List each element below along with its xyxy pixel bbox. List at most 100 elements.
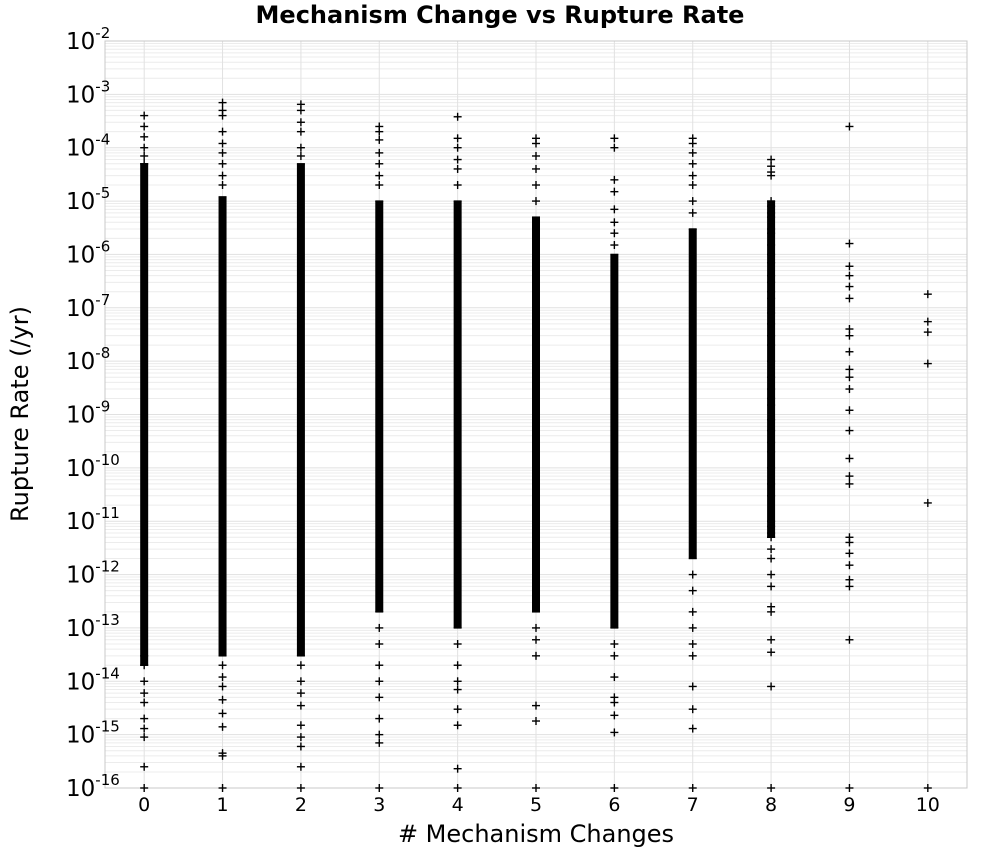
x-tick-label: 4 [452, 794, 464, 816]
data-point [610, 673, 619, 682]
data-point [453, 181, 462, 190]
x-tick-label: 9 [843, 794, 855, 816]
data-point [767, 648, 776, 657]
data-point [218, 722, 227, 731]
data-point [845, 262, 854, 271]
data-point [296, 661, 305, 670]
data-point [453, 639, 462, 648]
data-point [218, 171, 227, 180]
data-point [767, 415, 776, 424]
data-point [845, 549, 854, 558]
data-point [845, 331, 854, 340]
data-point [140, 159, 149, 168]
data-point [453, 155, 462, 164]
data-point [688, 639, 697, 648]
y-tick-label: 10-6 [66, 237, 110, 268]
data-point [218, 673, 227, 682]
data-point [767, 357, 776, 366]
x-tick-label: 0 [138, 794, 150, 816]
data-point [532, 701, 540, 710]
data-point [688, 208, 697, 217]
data-point [767, 607, 776, 616]
y-tick-label: 10-14 [66, 664, 120, 695]
data-point [688, 171, 697, 180]
data-point [375, 693, 384, 702]
data-marks [140, 98, 932, 792]
y-tick-label: 10-10 [66, 451, 120, 482]
data-point [923, 328, 932, 337]
data-point [140, 122, 149, 131]
data-point [532, 623, 540, 632]
data-point [296, 784, 305, 792]
x-tick-label: 7 [687, 794, 699, 816]
data-point [688, 159, 697, 168]
data-point [845, 282, 854, 291]
data-point [610, 218, 619, 227]
data-point [845, 561, 854, 570]
x-tick-label: 3 [373, 794, 385, 816]
data-point [532, 651, 540, 660]
data-point [845, 538, 854, 547]
data-point [610, 639, 619, 648]
data-point [767, 229, 776, 238]
data-point [140, 677, 149, 686]
data-point [610, 175, 619, 184]
y-tick-label: 10-15 [66, 718, 120, 749]
data-point [375, 171, 384, 180]
data-point [218, 682, 227, 691]
data-point [767, 171, 776, 180]
data-point [375, 181, 384, 190]
data-point [532, 139, 540, 148]
dense-point-band [688, 228, 697, 560]
data-point [296, 677, 305, 686]
data-point [767, 491, 776, 500]
data-point [140, 698, 149, 707]
data-point [767, 582, 776, 591]
data-point [453, 705, 462, 714]
data-point [688, 623, 697, 632]
data-point [767, 545, 776, 554]
data-point [218, 159, 227, 168]
dense-point-band [140, 163, 149, 666]
dense-point-band [296, 163, 305, 657]
data-point [610, 784, 619, 792]
data-point [218, 98, 227, 107]
data-point [767, 635, 776, 644]
data-point [375, 730, 384, 739]
y-tick-label: 10-4 [66, 131, 110, 162]
y-tick-label: 10-3 [66, 77, 110, 108]
data-point [375, 127, 384, 136]
dense-point-band [610, 253, 619, 629]
data-point [296, 689, 305, 698]
data-point [218, 751, 227, 760]
data-point [610, 134, 619, 143]
data-point [610, 205, 619, 214]
y-tick-label: 10-2 [66, 24, 110, 55]
data-point [296, 762, 305, 771]
data-point [688, 784, 697, 792]
data-point [375, 623, 384, 632]
data-point [453, 677, 462, 686]
data-point [218, 709, 227, 718]
data-point [218, 148, 227, 157]
dense-point-band [375, 200, 384, 613]
data-point [375, 135, 384, 144]
y-tick-label: 10-13 [66, 611, 120, 642]
y-axis-label: Rupture Rate (/yr) [6, 306, 34, 522]
data-point [845, 582, 854, 591]
data-point [688, 682, 697, 691]
y-tick-label: 10-9 [66, 398, 110, 429]
data-point [453, 764, 462, 773]
dense-point-band [532, 216, 540, 613]
data-point [453, 112, 462, 121]
y-tick-label: 10-11 [66, 504, 120, 535]
data-point [610, 728, 619, 737]
data-point [923, 359, 932, 368]
data-point [140, 724, 149, 733]
data-point [218, 127, 227, 136]
data-point [140, 689, 149, 698]
data-point [218, 181, 227, 190]
data-point [140, 651, 149, 660]
data-point [845, 635, 854, 644]
data-point [375, 159, 384, 168]
